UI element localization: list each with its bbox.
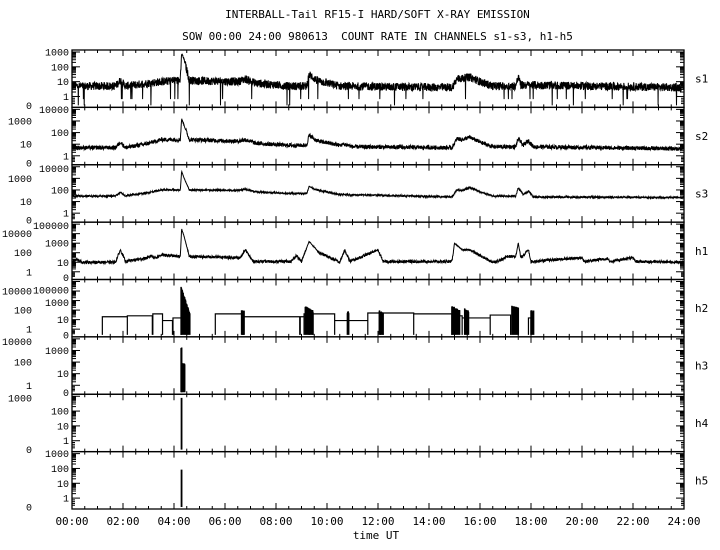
series-burst-h2 [463, 308, 470, 335]
panel-frame-s1 [71, 49, 685, 109]
series-burst-h2 [378, 310, 384, 335]
series-burst-h3 [180, 362, 186, 393]
y-tick-label-s1: 1000 [45, 49, 69, 60]
panel-frame-s2 [71, 106, 685, 166]
y-tick-label-h5: 0 [26, 504, 32, 515]
y-tick-label-h2: 10 [57, 316, 69, 327]
x-tick-label: 18:00 [514, 515, 547, 528]
channel-label-h2: h2 [695, 302, 708, 315]
y-tick-label-s2: 0 [26, 159, 32, 170]
series-burst-h2 [240, 310, 245, 335]
y-tick-label-h2: 10000 [2, 288, 32, 299]
series-burst-h2 [180, 286, 191, 335]
y-tick-label-h1: 10 [57, 259, 69, 270]
x-tick-label: 24:00 [667, 515, 700, 528]
y-tick-label-s3: 10 [20, 198, 32, 209]
y-tick-label-s2: 10 [20, 141, 32, 152]
y-tick-label-h4: 1 [63, 437, 69, 448]
chart-title: INTERBALL-Tail RF15-I HARD/SOFT X-RAY EM… [225, 8, 530, 21]
y-tick-label-h1: 0 [63, 274, 69, 285]
x-tick-label: 04:00 [157, 515, 190, 528]
x-tick-label: 20:00 [565, 515, 598, 528]
y-tick-label-h4: 100 [51, 408, 69, 419]
y-tick-label-s2: 100 [51, 129, 69, 140]
y-tick-label-h2: 1000 [45, 299, 69, 310]
y-tick-label-h5: 1 [63, 495, 69, 506]
y-tick-label-h5: 100 [51, 465, 69, 476]
y-tick-label-h2: 1 [26, 326, 32, 337]
channel-label-h4: h4 [695, 417, 709, 430]
y-tick-label-s2: 10000 [39, 106, 69, 117]
y-tick-label-h3: 100 [14, 359, 32, 370]
series-burst-h2 [511, 305, 520, 335]
y-tick-label-h4: 0 [26, 446, 32, 457]
x-tick-label: 16:00 [463, 515, 496, 528]
panel-frame-h4 [71, 393, 685, 453]
series-burst-h2 [451, 306, 461, 335]
y-tick-label-h4: 1000 [8, 394, 32, 405]
panel-frame-h5 [71, 450, 685, 510]
y-tick-label-h1: 1 [26, 268, 32, 279]
y-tick-label-h4: 10 [57, 422, 69, 433]
series-burst-h2 [530, 310, 535, 335]
y-tick-label-s3: 1000 [8, 175, 32, 186]
series-burst-h2 [304, 306, 314, 335]
y-tick-label-s1: 1 [63, 93, 69, 104]
y-tick-label-s1: 10 [57, 78, 69, 89]
y-tick-label-s2: 1 [63, 152, 69, 163]
channel-label-s1: s1 [695, 73, 708, 86]
y-tick-label-s2: 1000 [8, 117, 32, 128]
series-line-h1 [71, 228, 685, 266]
y-tick-label-s1: 100 [51, 63, 69, 74]
series-line-s3 [71, 169, 685, 201]
y-tick-label-h3: 10 [57, 370, 69, 381]
y-tick-label-h3: 0 [63, 389, 69, 400]
y-tick-label-h2: 0 [63, 331, 69, 342]
x-tick-label: 14:00 [412, 515, 445, 528]
y-tick-label-h3: 1000 [45, 347, 69, 358]
x-tick-label: 12:00 [361, 515, 394, 528]
channel-label-h3: h3 [695, 360, 708, 373]
series-burst-h2 [346, 311, 350, 335]
y-tick-label-h3: 1 [26, 382, 32, 393]
y-tick-label-h2: 100 [14, 307, 32, 318]
y-tick-label-s3: 0 [26, 217, 32, 228]
y-tick-label-s3: 10000 [39, 165, 69, 176]
y-tick-label-h5: 1000 [45, 450, 69, 461]
panel-frame-h3 [71, 336, 685, 395]
y-tick-label-s3: 100 [51, 186, 69, 197]
y-tick-label-h1: 1000 [45, 240, 69, 251]
x-tick-label: 06:00 [208, 515, 241, 528]
y-tick-label-h5: 10 [57, 480, 69, 491]
channel-label-h5: h5 [695, 474, 708, 487]
y-tick-label-s1: 0 [26, 102, 32, 113]
x-tick-label: 02:00 [106, 515, 139, 528]
y-tick-label-h3: 10000 [2, 338, 32, 349]
x-axis-label: time UT [353, 529, 400, 542]
channel-label-s3: s3 [695, 187, 708, 200]
channel-label-h1: h1 [695, 245, 708, 258]
y-tick-label-h1: 10000 [2, 230, 32, 241]
series-line-s2 [71, 118, 685, 152]
chart-subtitle: SOW 00:00 24:00 980613 COUNT RATE IN CHA… [182, 30, 573, 43]
panel-frame-h2 [71, 278, 685, 338]
x-tick-label: 10:00 [310, 515, 343, 528]
y-tick-label-s3: 1 [63, 210, 69, 221]
y-tick-label-h2: 100000 [33, 287, 69, 298]
y-tick-label-h1: 100000 [33, 222, 69, 233]
series-line-s1 [71, 53, 685, 106]
channel-label-s2: s2 [695, 130, 708, 143]
x-tick-label: 08:00 [259, 515, 292, 528]
y-tick-label-h1: 100 [14, 249, 32, 260]
x-tick-label: 00:00 [55, 515, 88, 528]
x-tick-label: 22:00 [616, 515, 649, 528]
